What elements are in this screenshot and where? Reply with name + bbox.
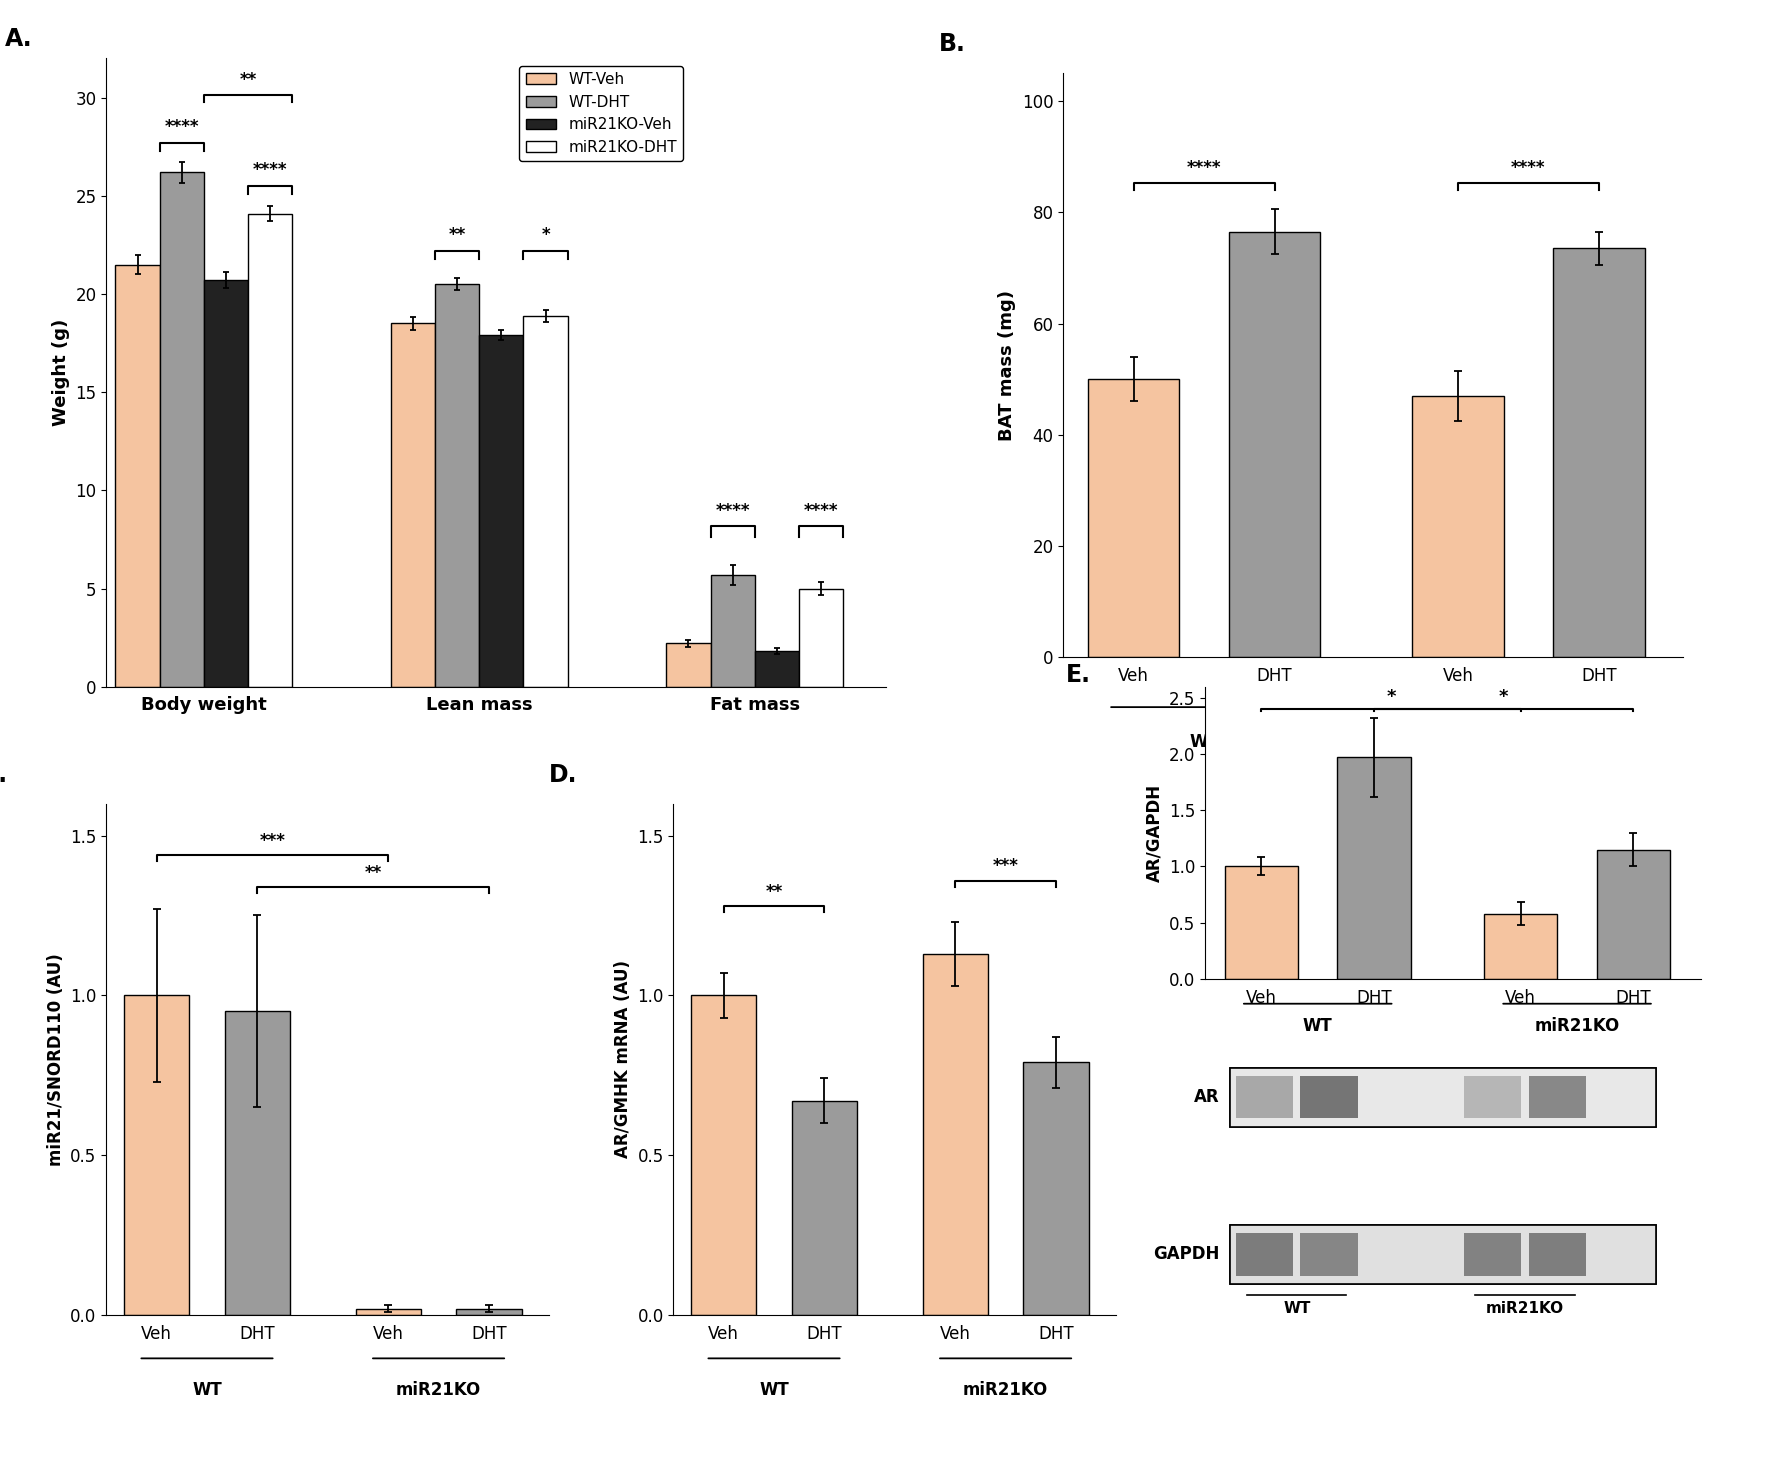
Bar [923, 954, 989, 1315]
Y-axis label: Weight (g): Weight (g) [51, 318, 69, 427]
Text: ***: *** [992, 858, 1019, 875]
Text: ****: **** [253, 162, 287, 180]
Bar [1237, 1077, 1294, 1118]
Bar [1464, 1077, 1520, 1118]
Text: A.: A. [5, 26, 32, 51]
Bar [1230, 1068, 1657, 1126]
Bar [204, 281, 248, 687]
Bar [1230, 1224, 1657, 1284]
Text: **: ** [365, 863, 381, 882]
Bar [115, 264, 159, 687]
Bar [356, 1309, 422, 1315]
Text: E.: E. [1067, 663, 1092, 687]
Bar [124, 995, 190, 1315]
Bar [1237, 1233, 1294, 1275]
Text: ****: **** [716, 503, 750, 520]
Text: *: * [1386, 688, 1396, 706]
Text: GAPDH: GAPDH [1154, 1245, 1219, 1264]
Bar [691, 995, 757, 1315]
Bar [1301, 1077, 1357, 1118]
Text: WT: WT [1302, 1017, 1333, 1034]
Bar [1552, 248, 1644, 657]
Bar [1529, 1233, 1586, 1275]
Bar [159, 172, 204, 687]
Text: miR21KO: miR21KO [1535, 1017, 1620, 1034]
Bar [1230, 1224, 1657, 1284]
Bar [666, 643, 711, 687]
Text: WT: WT [1283, 1300, 1311, 1316]
Text: C.: C. [0, 763, 9, 786]
Bar [225, 1011, 291, 1315]
Bar [436, 285, 478, 687]
Text: D.: D. [549, 763, 578, 786]
Text: miR21KO: miR21KO [962, 1382, 1049, 1400]
Bar [1464, 1233, 1520, 1275]
Bar [799, 589, 843, 687]
Y-axis label: BAT mass (mg): BAT mass (mg) [998, 289, 1017, 441]
Text: AR: AR [1194, 1088, 1219, 1106]
Legend: WT-Veh, WT-DHT, miR21KO-Veh, miR21KO-DHT: WT-Veh, WT-DHT, miR21KO-Veh, miR21KO-DHT [519, 66, 682, 161]
Text: WT: WT [191, 1382, 222, 1400]
Text: miR21KO: miR21KO [395, 1382, 482, 1400]
Text: ****: **** [804, 503, 838, 520]
Bar [248, 213, 292, 687]
Bar [1597, 850, 1669, 979]
Y-axis label: miR21/SNORD110 (AU): miR21/SNORD110 (AU) [46, 953, 64, 1166]
Text: **: ** [239, 72, 257, 89]
Y-axis label: AR/GMHK mRNA (AU): AR/GMHK mRNA (AU) [613, 960, 631, 1159]
Bar [523, 316, 567, 687]
Text: WT: WT [1189, 733, 1219, 751]
Text: *: * [1499, 688, 1508, 706]
Text: *: * [540, 226, 549, 244]
Bar [455, 1309, 521, 1315]
Bar [478, 335, 523, 687]
Bar [1338, 757, 1411, 979]
Bar [792, 1100, 858, 1315]
Text: **: ** [766, 882, 783, 901]
Bar [755, 652, 799, 687]
Bar [392, 323, 436, 687]
Text: WT: WT [758, 1382, 789, 1400]
Y-axis label: AR/GAPDH: AR/GAPDH [1145, 783, 1162, 882]
Bar [711, 574, 755, 687]
Text: miR21KO: miR21KO [1485, 733, 1572, 751]
Text: **: ** [448, 226, 466, 244]
Text: B.: B. [939, 32, 966, 56]
Bar [1224, 866, 1297, 979]
Text: ****: **** [1187, 159, 1221, 177]
Bar [1088, 380, 1180, 657]
Text: ***: *** [259, 831, 285, 850]
Text: miR21KO: miR21KO [1487, 1300, 1565, 1316]
Bar [1228, 232, 1320, 657]
Bar [1230, 1068, 1657, 1126]
Bar [1022, 1062, 1088, 1315]
Bar [1412, 396, 1504, 657]
Bar [1301, 1233, 1357, 1275]
Bar [1529, 1077, 1586, 1118]
Text: ****: **** [1512, 159, 1545, 177]
Bar [1485, 913, 1558, 979]
Text: ****: **** [165, 118, 198, 136]
